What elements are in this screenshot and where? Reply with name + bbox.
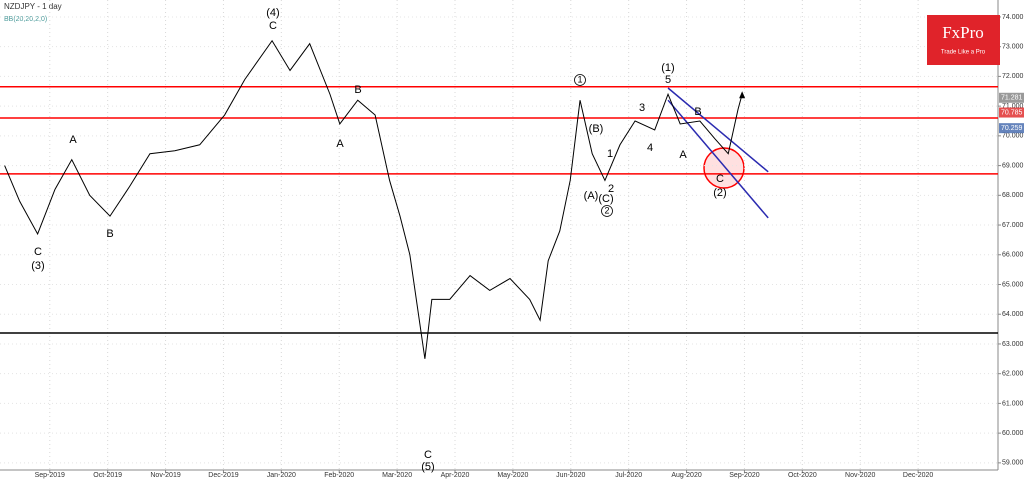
wave-label: 3 — [639, 102, 645, 114]
y-tick-label: 59.000 — [1002, 460, 1024, 467]
wave-label: 1 — [607, 148, 613, 160]
x-tick-label: Dec-2020 — [903, 472, 933, 479]
y-tick-label: 67.000 — [1002, 222, 1024, 229]
wave-label: B — [354, 84, 361, 96]
logo-box — [927, 15, 1000, 65]
channel-line — [667, 87, 769, 173]
y-tick-label: 60.000 — [1002, 430, 1024, 437]
wave-label: C — [269, 20, 277, 32]
wave-label: (C) — [598, 193, 613, 205]
x-tick-label: Nov-2020 — [845, 472, 875, 479]
x-tick-label: Aug-2020 — [671, 472, 701, 479]
wave-label: C — [34, 246, 42, 258]
wave-label: (4) — [266, 7, 279, 19]
wave-label: 4 — [647, 142, 653, 154]
wave-label: C — [716, 173, 724, 185]
chart-title: NZDJPY - 1 day — [4, 2, 62, 11]
wave-label: (5) — [421, 461, 434, 473]
wave-label: A — [336, 138, 344, 150]
wave-label: B — [694, 106, 701, 118]
price-tag-label: 70.259 — [1001, 125, 1023, 132]
y-tick-label: 63.000 — [1002, 341, 1024, 348]
price-tag-label: 70.785 — [1001, 109, 1023, 116]
y-tick-label: 69.000 — [1002, 162, 1024, 169]
y-tick-label: 71.000 — [1002, 103, 1024, 110]
x-tick-label: Sep-2020 — [729, 472, 759, 479]
indicator-label: BB(20,20,2,0) — [4, 16, 47, 23]
wave-label: A — [679, 149, 687, 161]
logo-tagline: Trade Like a Pro — [941, 50, 986, 56]
wave-label: (2) — [713, 187, 726, 199]
x-tick-label: May-2020 — [497, 472, 528, 479]
wave-label: B — [106, 228, 113, 240]
x-tick-label: Jun-2020 — [556, 472, 585, 479]
wave-label: A — [69, 134, 77, 146]
x-tick-label: Dec-2019 — [208, 472, 238, 479]
wave-label: 2 — [608, 183, 614, 195]
wave-label: 2 — [604, 205, 609, 215]
y-tick-label: 62.000 — [1002, 371, 1024, 378]
price-tag — [999, 92, 1024, 103]
arrow-head — [739, 91, 746, 99]
x-tick-label: Mar-2020 — [382, 472, 412, 479]
annotation-circle — [601, 205, 613, 217]
x-tick-label: Apr-2020 — [441, 472, 470, 479]
y-tick-label: 73.000 — [1002, 44, 1024, 51]
wave-label: 1 — [577, 74, 582, 84]
annotation-circle — [574, 74, 586, 86]
y-tick-label: 74.000 — [1002, 14, 1024, 21]
wave-label: C — [424, 449, 432, 461]
x-tick-label: Oct-2019 — [93, 472, 122, 479]
wave-label: (3) — [31, 260, 44, 272]
price-line — [4, 39, 743, 359]
price-tag — [999, 123, 1024, 134]
y-tick-label: 61.000 — [1002, 400, 1024, 407]
x-tick-label: Jul-2020 — [615, 472, 642, 479]
x-tick-label: Nov-2019 — [150, 472, 180, 479]
y-tick-label: 70.000 — [1002, 133, 1024, 140]
x-tick-label: Feb-2020 — [324, 472, 354, 479]
x-tick-label: Jan-2020 — [267, 472, 296, 479]
wave-label: (A) — [584, 190, 599, 202]
y-tick-label: 66.000 — [1002, 252, 1024, 259]
x-tick-label: Sep-2019 — [35, 472, 65, 479]
price-tag — [999, 107, 1024, 118]
y-tick-label: 65.000 — [1002, 281, 1024, 288]
y-tick-label: 68.000 — [1002, 192, 1024, 199]
price-tag-label: 71.281 — [1001, 95, 1023, 102]
x-tick-label: Oct-2020 — [788, 472, 817, 479]
wave-label: (B) — [589, 123, 604, 135]
y-tick-label: 72.000 — [1002, 73, 1024, 80]
channel-line — [667, 99, 769, 219]
logo-name: FxPro — [942, 23, 984, 42]
wave-label: 5 — [665, 74, 671, 86]
y-tick-label: 64.000 — [1002, 311, 1024, 318]
wave-label: (1) — [661, 62, 674, 74]
